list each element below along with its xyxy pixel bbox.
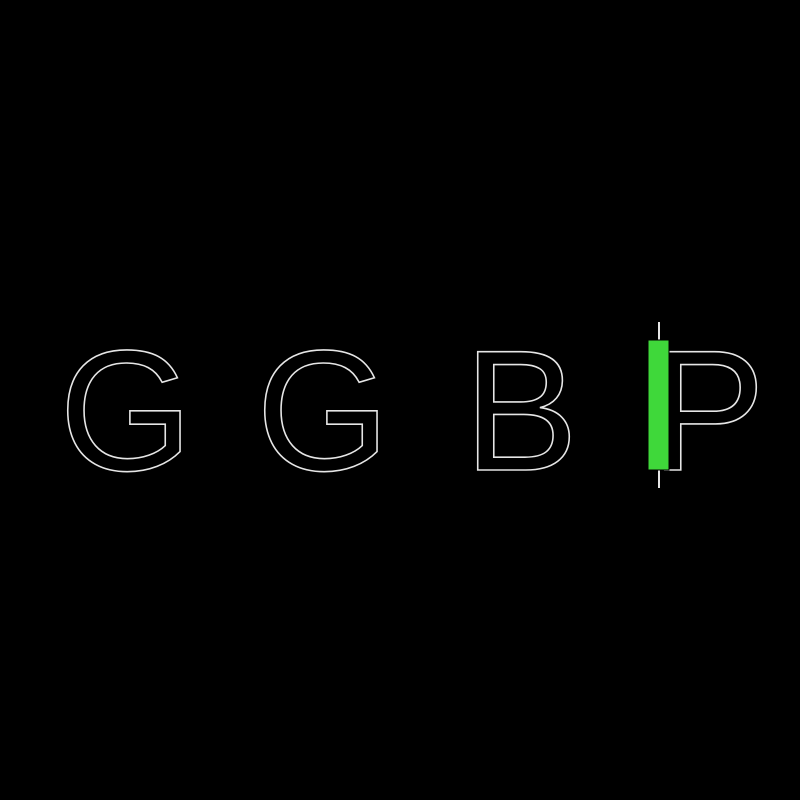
letter: G bbox=[256, 315, 390, 507]
candle-body bbox=[647, 339, 670, 471]
letter: G bbox=[59, 315, 193, 507]
letter: B bbox=[464, 315, 579, 507]
